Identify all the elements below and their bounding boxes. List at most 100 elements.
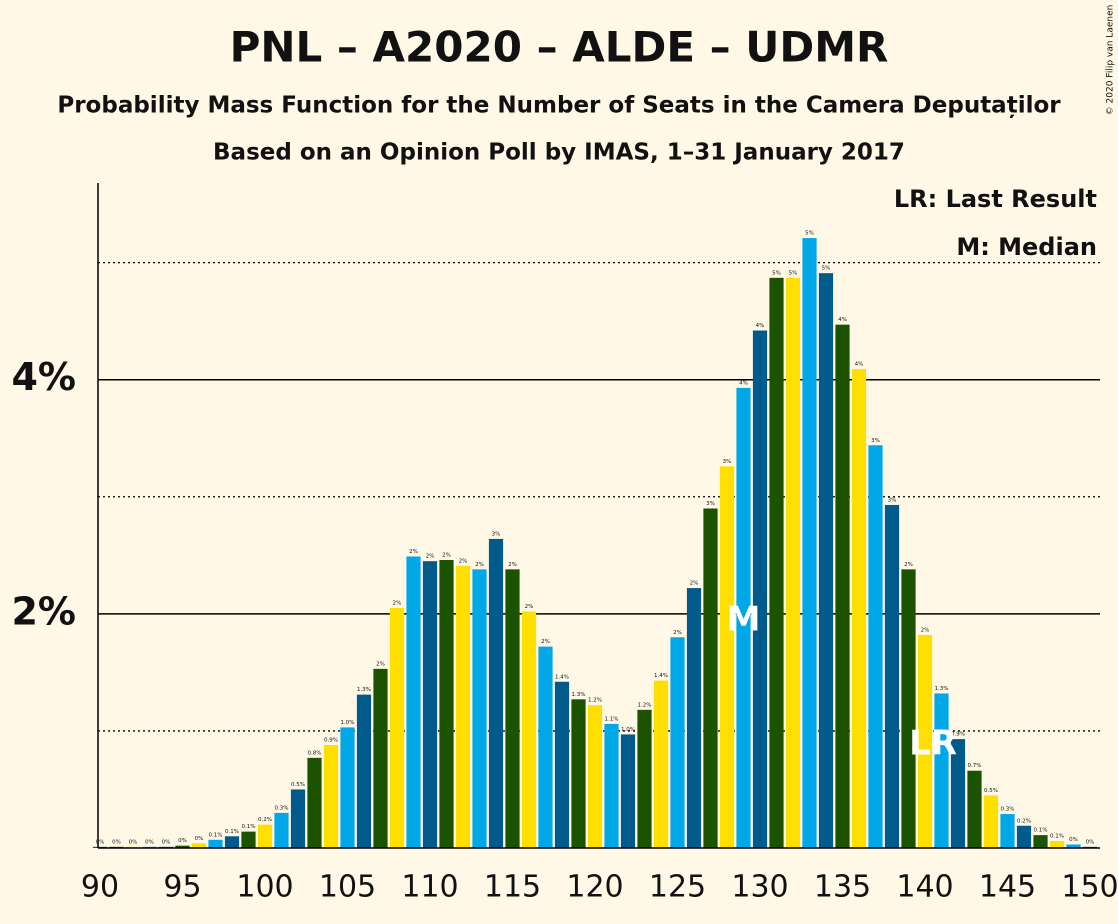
y-tick-label: 2% (11, 589, 76, 633)
value-label: 0.1% (1050, 833, 1064, 839)
bar (1066, 844, 1081, 848)
bar (587, 705, 603, 848)
annotation: LR (909, 724, 957, 764)
bar (670, 637, 685, 848)
bar (1000, 814, 1015, 848)
chart-title: PNL – A2020 – ALDE – UDMR (230, 23, 889, 72)
bar (934, 693, 949, 848)
x-tick-label: 125 (649, 870, 706, 905)
bar (917, 634, 933, 848)
bar (901, 569, 916, 848)
value-label: 2% (508, 562, 517, 568)
bar (703, 508, 718, 848)
value-label: 0.1% (242, 824, 256, 830)
value-label: 0% (145, 839, 154, 845)
bar (224, 836, 240, 848)
bar (571, 699, 586, 848)
x-tick-label: 150 (1061, 870, 1118, 905)
x-tick-label: 105 (319, 870, 376, 905)
value-label: 0.5% (984, 788, 998, 794)
bar (637, 709, 652, 848)
bar (835, 324, 850, 849)
value-label: 4% (855, 362, 864, 368)
bar (307, 757, 322, 848)
value-label: 0.9% (324, 737, 338, 743)
value-label: 0% (96, 839, 105, 845)
value-label: 1.3% (357, 687, 371, 693)
value-label: 1.0% (621, 727, 635, 733)
bar (241, 831, 256, 848)
bar (488, 538, 504, 848)
value-label: 1.2% (638, 702, 652, 708)
bar (521, 611, 537, 848)
value-label: 4% (756, 323, 765, 329)
value-label: 2% (673, 630, 682, 636)
bar (1049, 840, 1065, 848)
value-label: 1.2% (588, 698, 602, 704)
x-tick-label: 135 (814, 870, 871, 905)
value-label: 1.1% (605, 716, 619, 722)
x-tick-label: 130 (731, 870, 788, 905)
value-label: 0.2% (258, 817, 272, 823)
value-label: 0.8% (308, 750, 322, 756)
value-label: 2% (904, 562, 913, 568)
value-label: 4% (838, 317, 847, 323)
value-label: 5% (772, 270, 781, 276)
chart-subtitle: Probability Mass Function for the Number… (57, 93, 1061, 119)
value-label: 0% (162, 839, 171, 845)
value-label: 1.0% (341, 720, 355, 726)
legend-line: M: Median (956, 233, 1097, 261)
x-tick-label: 90 (81, 870, 119, 905)
bar (323, 744, 339, 848)
bar (554, 681, 570, 848)
bar (406, 556, 421, 848)
value-label: 2% (409, 549, 418, 555)
bar (736, 387, 751, 848)
value-label: 0.1% (1034, 828, 1048, 834)
bar (505, 569, 520, 848)
value-label: 4% (739, 380, 748, 386)
value-label: 2% (376, 661, 385, 667)
value-label: 0% (1086, 839, 1095, 845)
bar (455, 565, 471, 848)
x-tick-label: 120 (566, 870, 623, 905)
bar (785, 277, 801, 848)
bar (175, 845, 190, 848)
value-label: 2% (921, 627, 930, 633)
value-label: 3% (871, 438, 880, 444)
value-label: 0.3% (275, 805, 289, 811)
x-tick-label: 145 (979, 870, 1036, 905)
value-label: 3% (492, 531, 501, 537)
x-tick-label: 115 (484, 870, 541, 905)
bar (1016, 825, 1032, 848)
bar (719, 466, 735, 848)
value-label: 2% (690, 581, 699, 587)
value-label: 1.4% (555, 674, 569, 680)
bar (257, 824, 273, 848)
value-label: 5% (789, 270, 798, 276)
bar (290, 789, 306, 848)
value-label: 5% (822, 266, 831, 272)
bar (389, 607, 405, 848)
value-label: 0.1% (225, 829, 239, 835)
value-label: 3% (706, 501, 715, 507)
x-tick-label: 95 (163, 870, 201, 905)
value-label: 0.2% (1017, 818, 1031, 824)
bar (653, 680, 669, 848)
bar (340, 727, 355, 848)
value-label: 0% (195, 836, 204, 842)
bar (967, 770, 982, 848)
bar (422, 561, 438, 848)
bar (191, 843, 207, 848)
value-label: 1.4% (654, 673, 668, 679)
bar (208, 839, 223, 848)
bar (538, 646, 553, 848)
bar (818, 273, 834, 848)
x-tick-label: 140 (896, 870, 953, 905)
value-label: 0.7% (968, 763, 982, 769)
bar (851, 369, 867, 848)
value-label: 2% (475, 562, 484, 568)
annotation: M (727, 600, 761, 640)
value-label: 1.3% (935, 686, 949, 692)
